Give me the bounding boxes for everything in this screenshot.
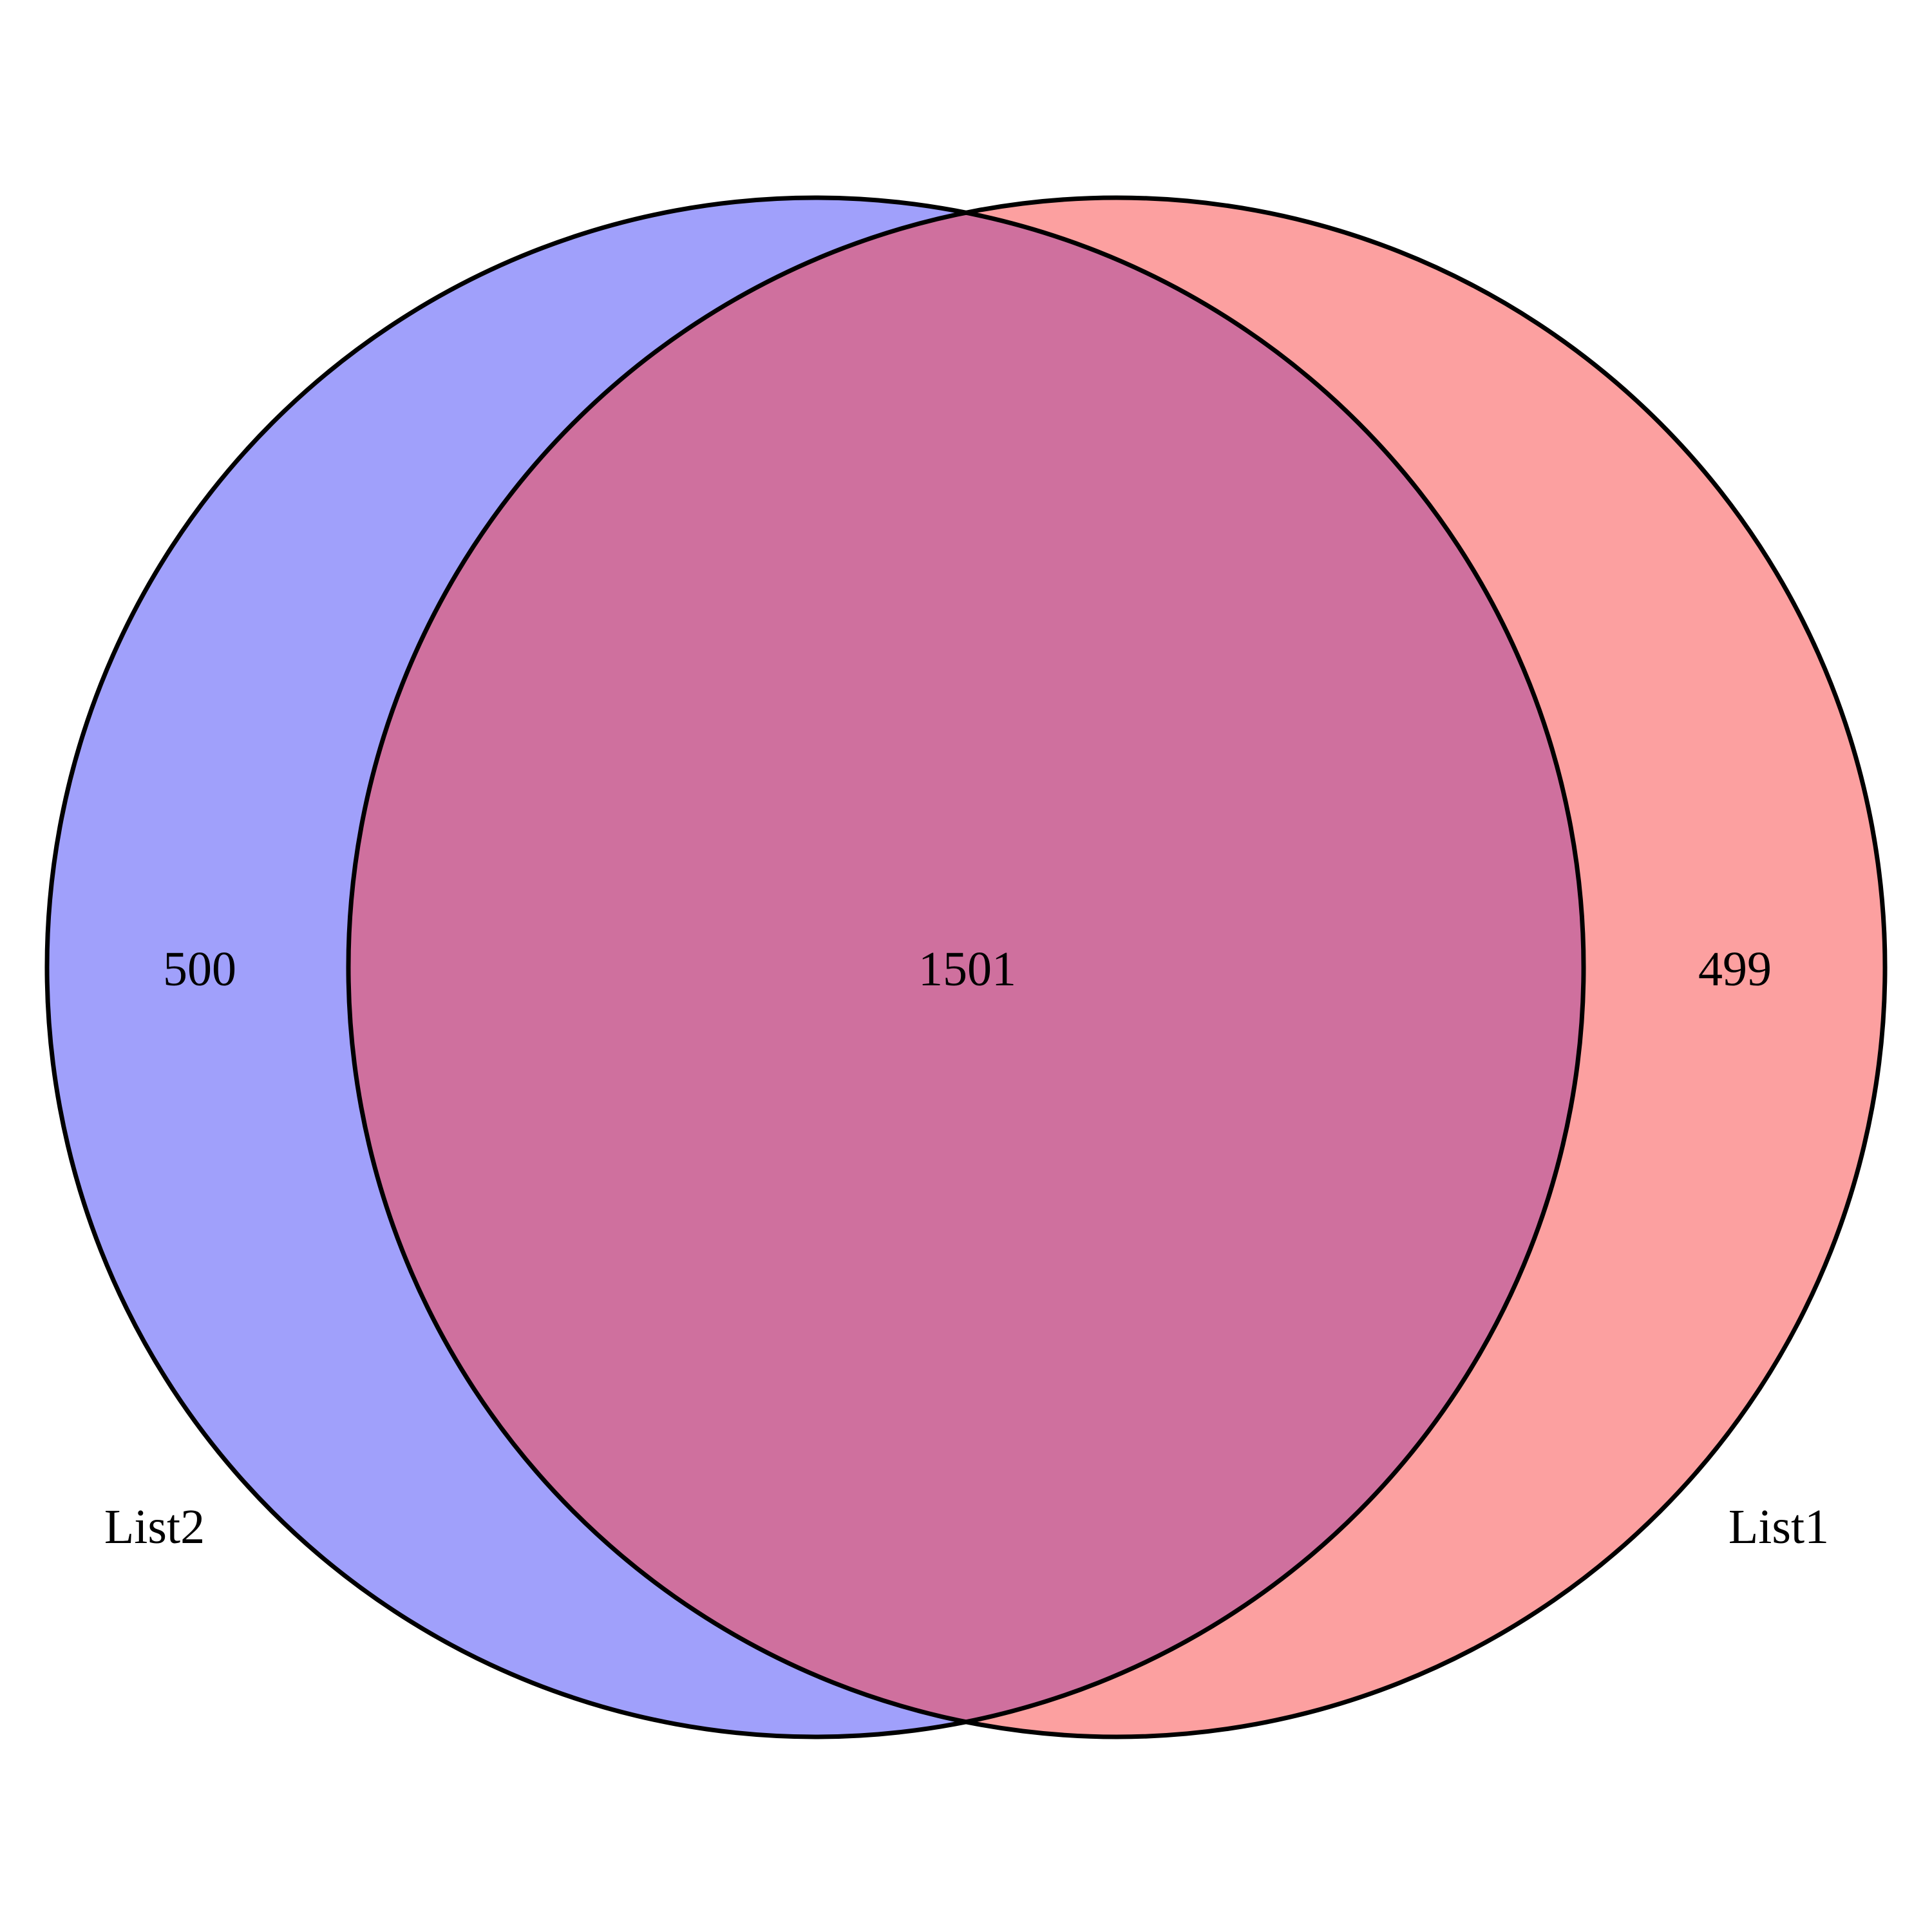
list2-label: List2 — [104, 1500, 205, 1554]
overlap-count: 1501 — [918, 942, 1016, 996]
list2-circle-outline — [44, 195, 1586, 1739]
list1-only-count: 499 — [1698, 942, 1772, 996]
list1-circle-outline — [346, 195, 1888, 1739]
list2-only-count: 500 — [163, 942, 236, 996]
list1-label: List1 — [1728, 1500, 1829, 1554]
